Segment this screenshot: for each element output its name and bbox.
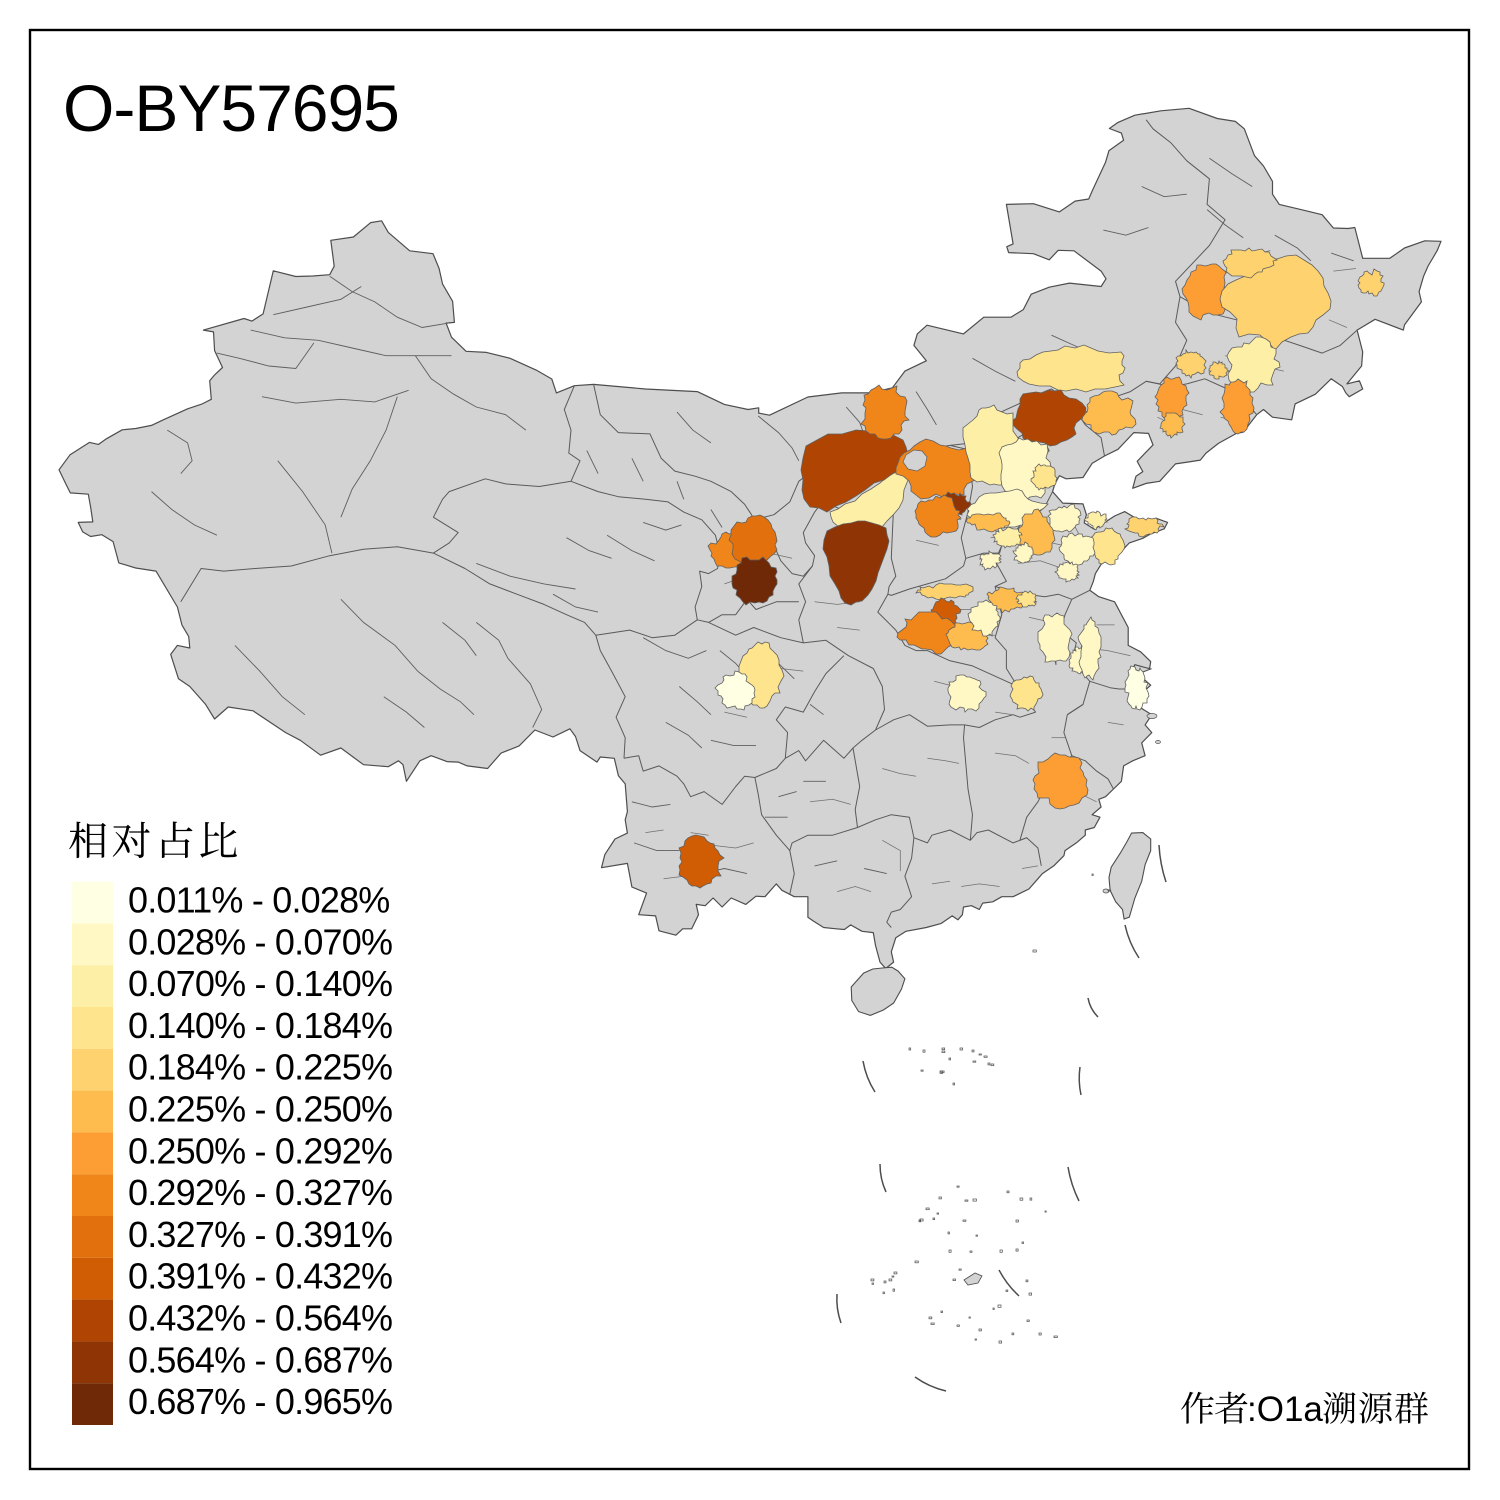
svg-text:0.225% - 0.250%: 0.225% - 0.250% xyxy=(128,1089,392,1130)
svg-text:0.327% - 0.391%: 0.327% - 0.391% xyxy=(128,1214,392,1255)
svg-text:0.687% - 0.965%: 0.687% - 0.965% xyxy=(128,1381,392,1422)
svg-text:0.140% - 0.184%: 0.140% - 0.184% xyxy=(128,1005,392,1046)
svg-text:0.391% - 0.432%: 0.391% - 0.432% xyxy=(128,1256,392,1297)
svg-text:0.184% - 0.225%: 0.184% - 0.225% xyxy=(128,1047,392,1088)
svg-text:0.028% - 0.070%: 0.028% - 0.070% xyxy=(128,921,392,962)
svg-text:0.011% - 0.028%: 0.011% - 0.028% xyxy=(128,880,390,921)
svg-text:0.070% - 0.140%: 0.070% - 0.140% xyxy=(128,963,392,1004)
svg-text::O1a: :O1a xyxy=(1247,1390,1323,1429)
svg-text:0.432% - 0.564%: 0.432% - 0.564% xyxy=(128,1298,392,1339)
svg-text:0.292% - 0.327%: 0.292% - 0.327% xyxy=(128,1172,392,1213)
svg-text:0.564% - 0.687%: 0.564% - 0.687% xyxy=(128,1339,392,1380)
svg-text:O-BY57695: O-BY57695 xyxy=(63,71,399,145)
svg-text:0.250% - 0.292%: 0.250% - 0.292% xyxy=(128,1130,392,1171)
